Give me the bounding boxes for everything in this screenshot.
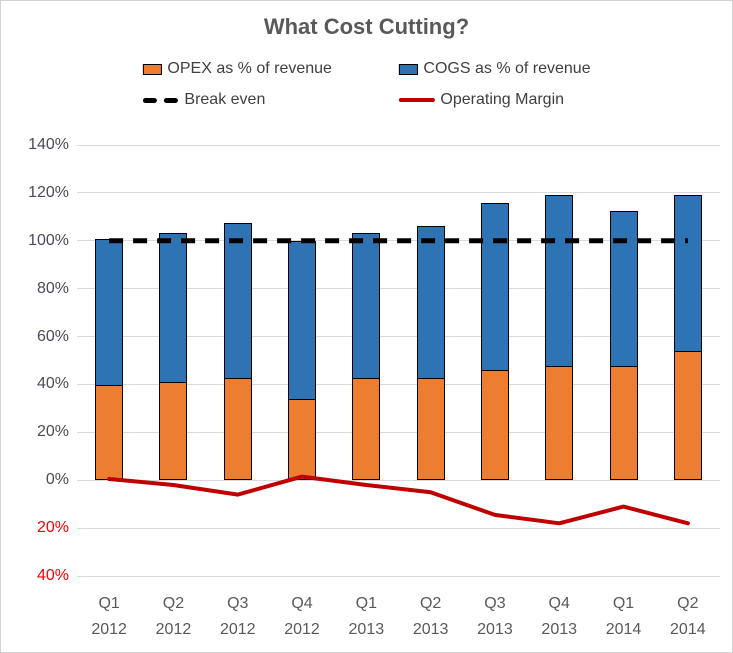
gridline	[77, 383, 720, 385]
y-tick-label: 40%	[36, 567, 69, 584]
bar-column	[77, 145, 141, 481]
y-tick-label: 0%	[45, 471, 69, 489]
bar-column	[527, 145, 591, 481]
x-tick-label: Q3 2012	[219, 595, 256, 638]
x-tick-label: Q4 2013	[541, 595, 578, 638]
y-tick-label: 80%	[36, 279, 69, 297]
stacked-bar	[545, 194, 574, 481]
legend-row-lines: Break even Operating Margin	[142, 91, 590, 109]
y-tick-label: 60%	[36, 327, 69, 345]
legend-item-break-even: Break even	[142, 91, 398, 109]
bar-column	[591, 145, 655, 481]
gridline	[77, 336, 720, 338]
bar-segment-opex	[96, 384, 123, 480]
legend-item-operating-margin: Operating Margin	[398, 91, 564, 109]
stacked-bar	[673, 194, 702, 481]
bar-segment-cogs	[224, 224, 251, 378]
x-axis: Q1 2012 Q2 2012 Q3 2012 Q4 2012 Q1 2013 Q2 2013 Q3 20…	[77, 591, 720, 643]
x-tick-label: Q4 2012	[284, 595, 320, 638]
bar-segment-cogs	[160, 234, 187, 383]
y-tick-label: 100%	[28, 231, 69, 249]
bar-column	[398, 145, 462, 481]
x-tick-label: Q2 2013	[412, 595, 449, 638]
y-tick-label: 40%	[36, 375, 69, 393]
legend-row-bars: OPEX as % of revenue COGS as % of revenu…	[142, 60, 591, 78]
lines-layer	[107, 238, 690, 526]
gridline	[77, 431, 720, 433]
bar-segment-cogs	[289, 242, 316, 400]
bar-segment-opex	[610, 365, 637, 480]
dashed-line-swatch-icon	[142, 97, 178, 103]
bar-segment-opex	[353, 377, 380, 480]
legend-label-operating-margin: Operating Margin	[440, 91, 565, 108]
operating-margin-line	[107, 474, 690, 526]
gridline	[77, 192, 720, 194]
bar-column	[270, 145, 334, 481]
cogs-swatch-icon	[398, 63, 418, 75]
y-tick-label: 20%	[36, 519, 69, 537]
gridline	[77, 479, 720, 481]
bar-segment-opex	[481, 370, 508, 480]
bar-segment-opex	[546, 365, 573, 480]
stacked-bar	[159, 233, 188, 481]
stacked-bar	[352, 233, 381, 481]
x-tick-label: Q2 2014	[670, 595, 706, 638]
y-tick-label: 120%	[28, 183, 69, 201]
x-tick-label: Q1 2014	[605, 595, 642, 638]
legend-item-opex: OPEX as % of revenue	[142, 60, 398, 78]
bar-segment-cogs	[417, 226, 444, 378]
stacked-bar	[416, 225, 445, 481]
stacked-bar	[288, 241, 317, 481]
bar-column	[334, 145, 398, 481]
plot-area	[77, 144, 720, 577]
gridline	[77, 144, 720, 146]
red-line-swatch-icon	[398, 98, 435, 102]
stacked-bar	[609, 211, 638, 481]
bar-segment-cogs	[546, 195, 573, 366]
y-tick-label: 20%	[36, 423, 69, 441]
legend-item-cogs: COGS as % of revenue	[398, 60, 591, 78]
bar-column	[463, 145, 527, 481]
gridline	[77, 288, 720, 290]
x-tick-label: Q1 2012	[91, 595, 127, 638]
bar-segment-cogs	[481, 204, 508, 371]
bar-segment-opex	[224, 377, 251, 480]
bar-segment-cogs	[353, 234, 380, 378]
bar-segment-cogs	[674, 195, 701, 352]
bar-column	[141, 145, 205, 481]
gridline	[77, 575, 720, 577]
bar-segment-opex	[417, 377, 444, 480]
bars-layer	[77, 145, 720, 481]
bar-column	[206, 145, 270, 481]
bar-segment-opex	[674, 351, 701, 480]
legend-label-opex: OPEX as % of revenue	[167, 60, 332, 77]
x-tick-label: Q1 2013	[348, 595, 385, 638]
stacked-bar	[95, 238, 124, 481]
x-tick-label: Q3 2013	[477, 595, 513, 638]
bar-segment-opex	[289, 399, 316, 480]
legend: OPEX as % of revenue COGS as % of revenu…	[142, 60, 591, 109]
legend-label-cogs: COGS as % of revenue	[423, 60, 591, 77]
legend-label-break-even: Break even	[184, 91, 266, 108]
bar-column	[656, 145, 720, 481]
bar-segment-cogs	[96, 239, 123, 385]
gridline	[77, 527, 720, 529]
opex-swatch-icon	[142, 63, 162, 75]
stacked-bar	[480, 203, 509, 481]
y-tick-label: 140%	[28, 136, 69, 153]
chart-title: What Cost Cutting?	[263, 14, 470, 39]
bar-segment-opex	[160, 382, 187, 480]
x-tick-label: Q2 2012	[155, 595, 192, 638]
stacked-bar	[223, 223, 252, 481]
bar-segment-cogs	[610, 212, 637, 366]
